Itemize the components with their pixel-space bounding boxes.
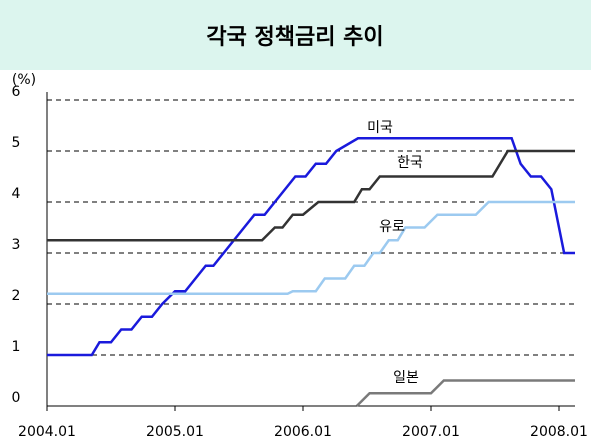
x-tick-label: 2005.01 xyxy=(146,424,204,440)
title-banner xyxy=(0,0,591,70)
y-tick-label: 2 xyxy=(12,288,21,304)
series-label: 미국 xyxy=(367,120,393,136)
series-line xyxy=(47,149,575,242)
series-label: 일본 xyxy=(393,370,419,386)
x-tick-label: 2004.01 xyxy=(18,424,76,440)
y-tick-label: 0 xyxy=(12,390,21,406)
y-tick-label: 5 xyxy=(12,135,21,151)
y-axis-label: (%) xyxy=(12,72,36,88)
series-label: 유로 xyxy=(379,219,405,235)
series-line xyxy=(47,200,575,296)
y-tick-label: 4 xyxy=(12,186,21,202)
series-line xyxy=(355,379,575,407)
chart-title: 각국 정책금리 추이 xyxy=(206,25,383,50)
x-tick-label: 2006.01 xyxy=(274,424,332,440)
series-label: 한국 xyxy=(397,155,423,171)
y-tick-label: 6 xyxy=(12,84,21,100)
y-tick-label: 3 xyxy=(12,237,21,253)
x-tick-label: 2008.01 xyxy=(530,424,588,440)
y-tick-label: 1 xyxy=(12,339,21,355)
x-tick-label: 2007.01 xyxy=(402,424,460,440)
